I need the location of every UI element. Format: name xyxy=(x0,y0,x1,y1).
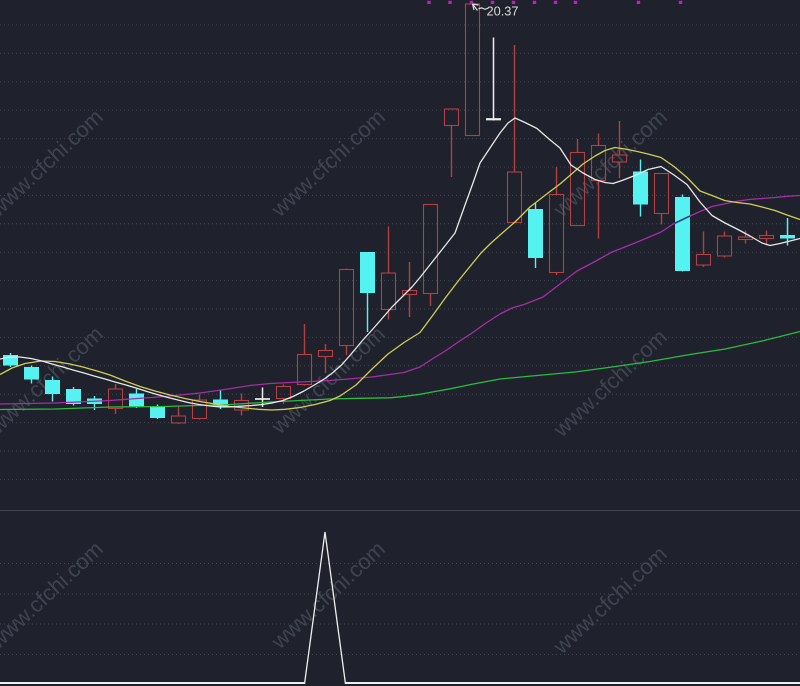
svg-text:20.37: 20.37 xyxy=(487,4,519,19)
